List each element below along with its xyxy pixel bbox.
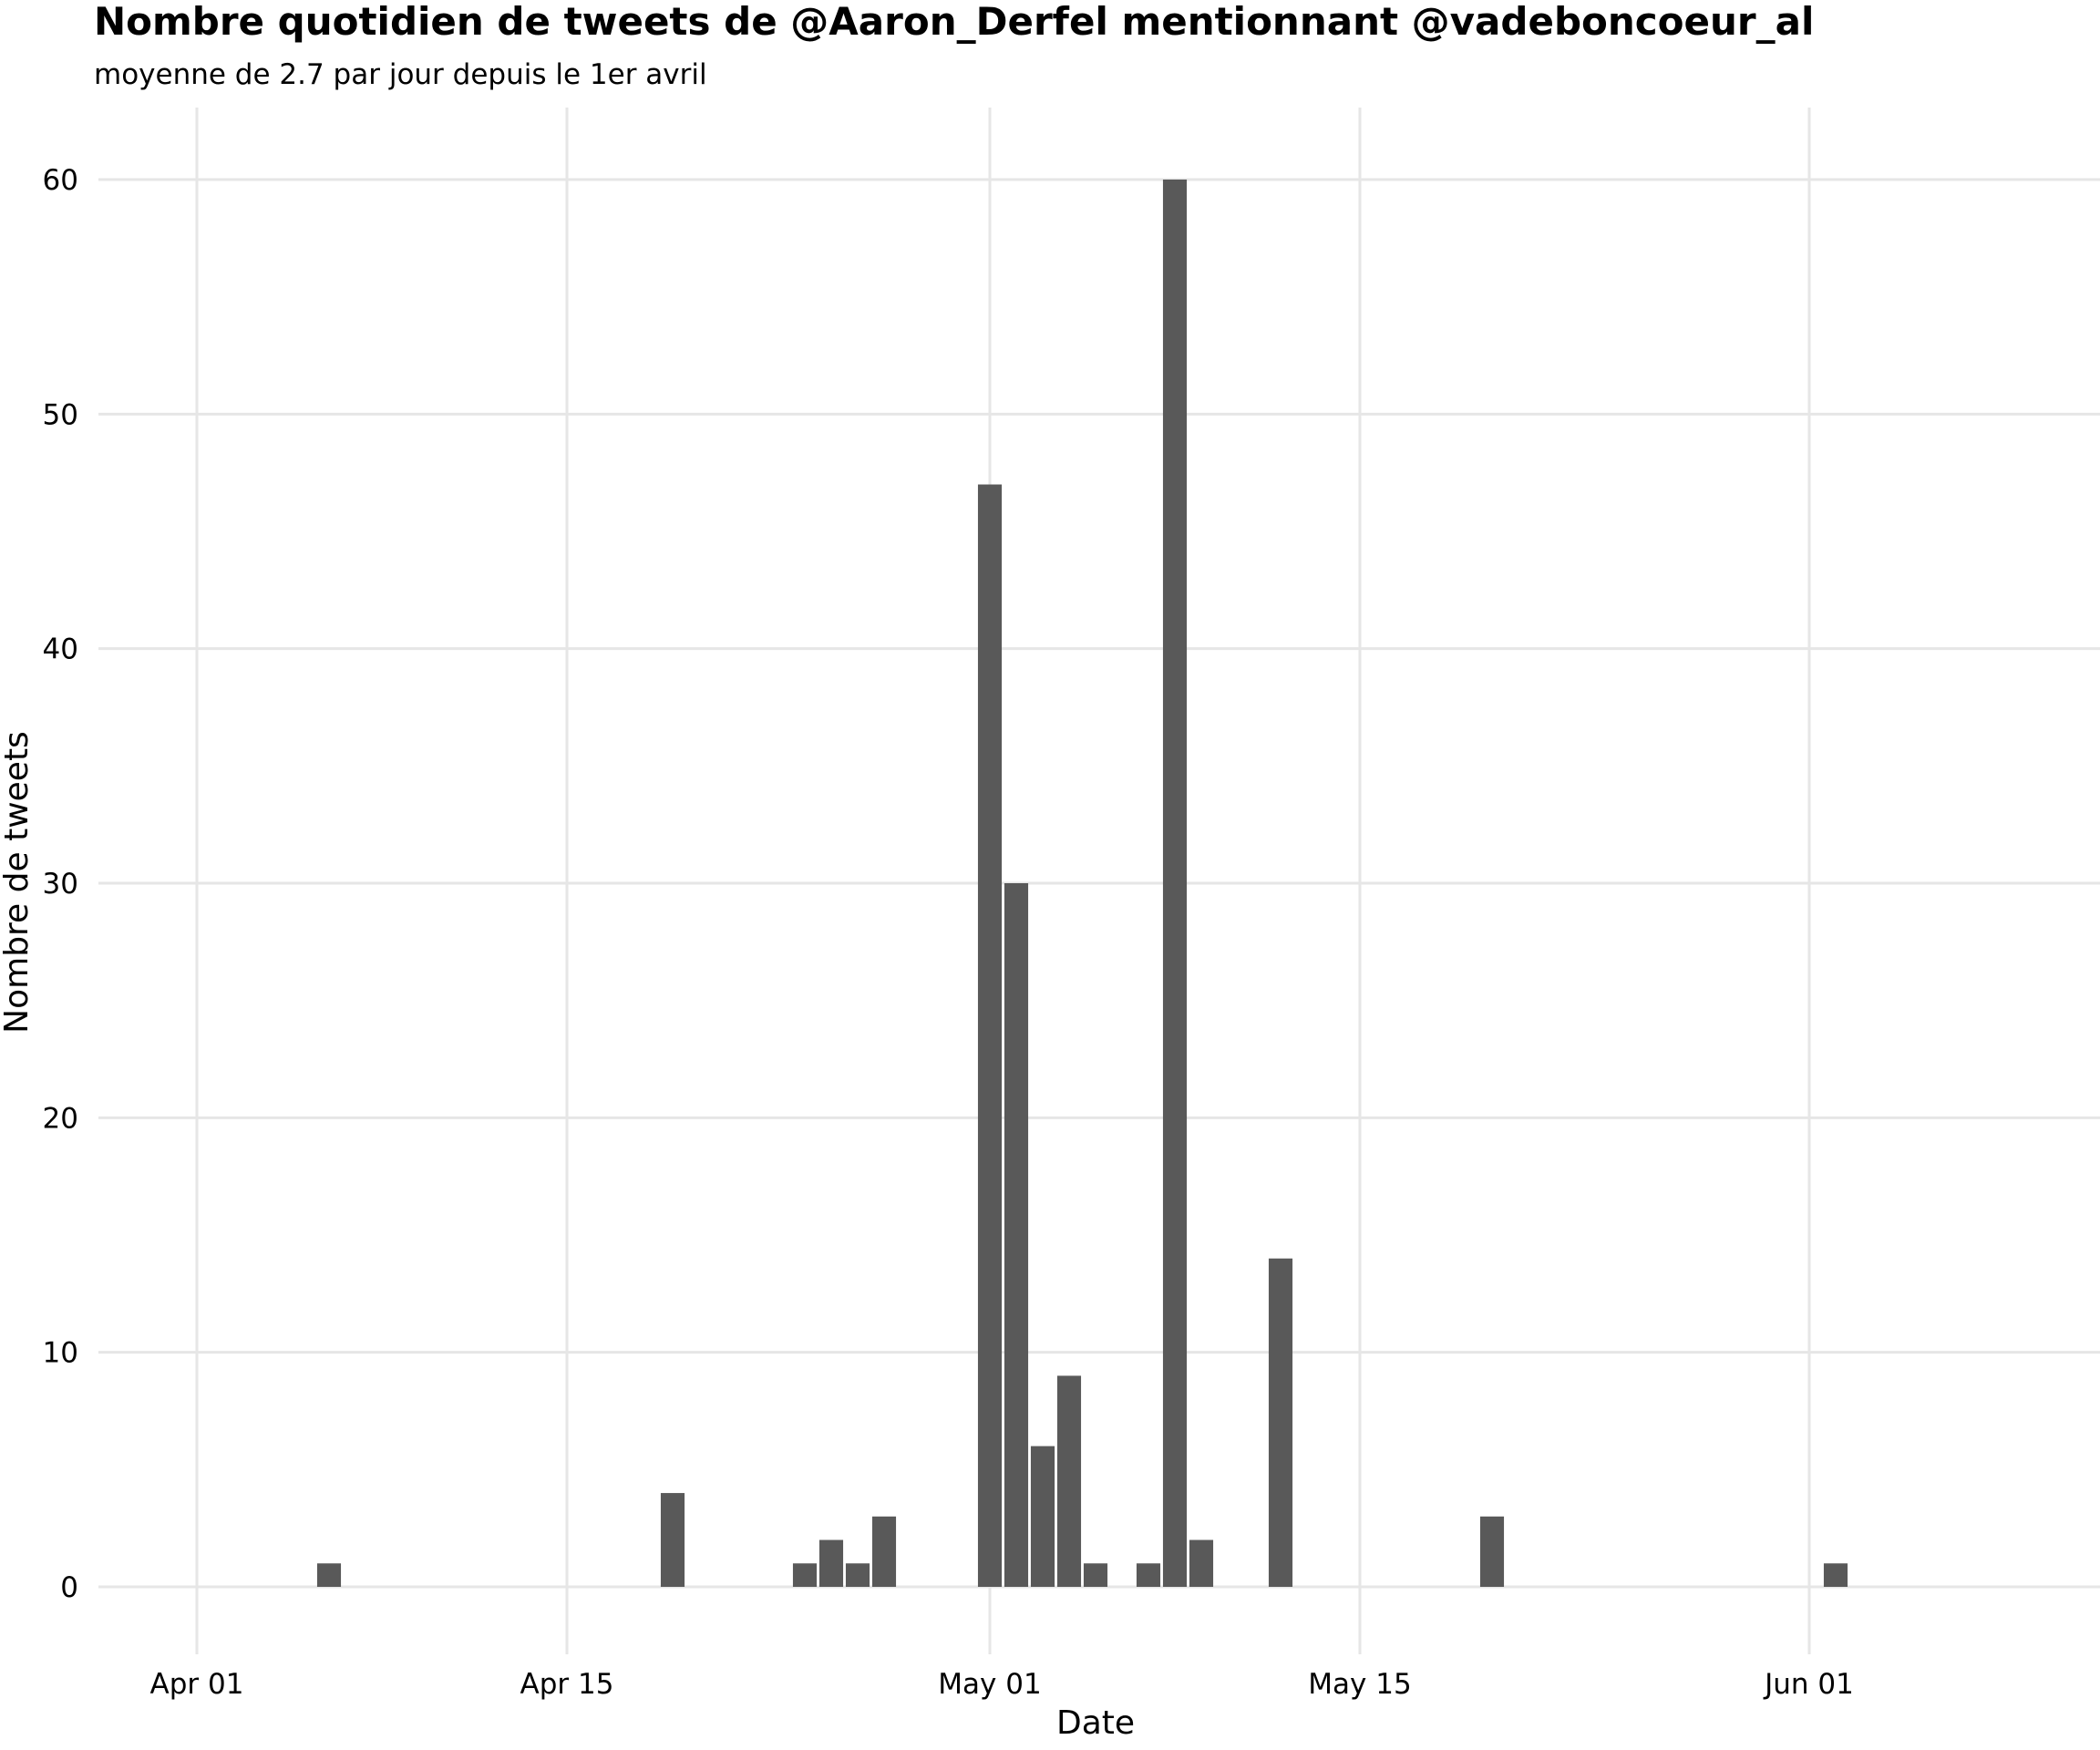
y-tick-label: 10 bbox=[43, 1337, 78, 1370]
bar bbox=[1004, 883, 1029, 1587]
bars bbox=[316, 180, 1848, 1587]
x-tick-label: May 15 bbox=[1308, 1668, 1411, 1701]
y-tick-label: 40 bbox=[43, 633, 78, 666]
x-tick-labels: Apr 01 Apr 15 May 01 May 15 Jun 01 bbox=[150, 1668, 1854, 1701]
y-axis-label: Nombre de tweets bbox=[0, 731, 36, 1034]
bar bbox=[977, 484, 1003, 1587]
bar bbox=[1189, 1539, 1214, 1587]
chart-subtitle: moyenne de 2.7 par jour depuis le 1er av… bbox=[94, 58, 707, 91]
bar bbox=[1823, 1563, 1848, 1587]
bar bbox=[660, 1493, 685, 1587]
bar bbox=[1136, 1563, 1161, 1587]
y-tick-labels: 0 10 20 30 40 50 60 bbox=[43, 164, 78, 1604]
y-tick-label: 60 bbox=[43, 164, 78, 197]
x-tick-label: May 01 bbox=[938, 1668, 1041, 1701]
y-tick-label: 50 bbox=[43, 398, 78, 431]
bar bbox=[316, 1563, 342, 1587]
bar bbox=[792, 1563, 818, 1587]
bar bbox=[845, 1563, 870, 1587]
bar bbox=[1268, 1258, 1293, 1587]
y-tick-label: 20 bbox=[43, 1102, 78, 1135]
x-tick-label: Jun 01 bbox=[1763, 1668, 1854, 1701]
bar bbox=[1056, 1375, 1082, 1587]
y-tick-label: 0 bbox=[60, 1571, 78, 1604]
x-tick-label: Apr 15 bbox=[520, 1668, 614, 1701]
gridlines bbox=[98, 108, 2100, 1654]
x-tick-label: Apr 01 bbox=[150, 1668, 244, 1701]
bar bbox=[1162, 180, 1188, 1587]
bar bbox=[818, 1539, 844, 1587]
x-axis-label: Date bbox=[1056, 1704, 1135, 1742]
bar bbox=[1030, 1446, 1055, 1587]
chart-title: Nombre quotidien de tweets de @Aaron_Der… bbox=[94, 0, 1814, 44]
y-tick-label: 30 bbox=[43, 868, 78, 901]
bar bbox=[1479, 1516, 1505, 1587]
bar bbox=[871, 1516, 897, 1587]
bar bbox=[1083, 1563, 1108, 1587]
